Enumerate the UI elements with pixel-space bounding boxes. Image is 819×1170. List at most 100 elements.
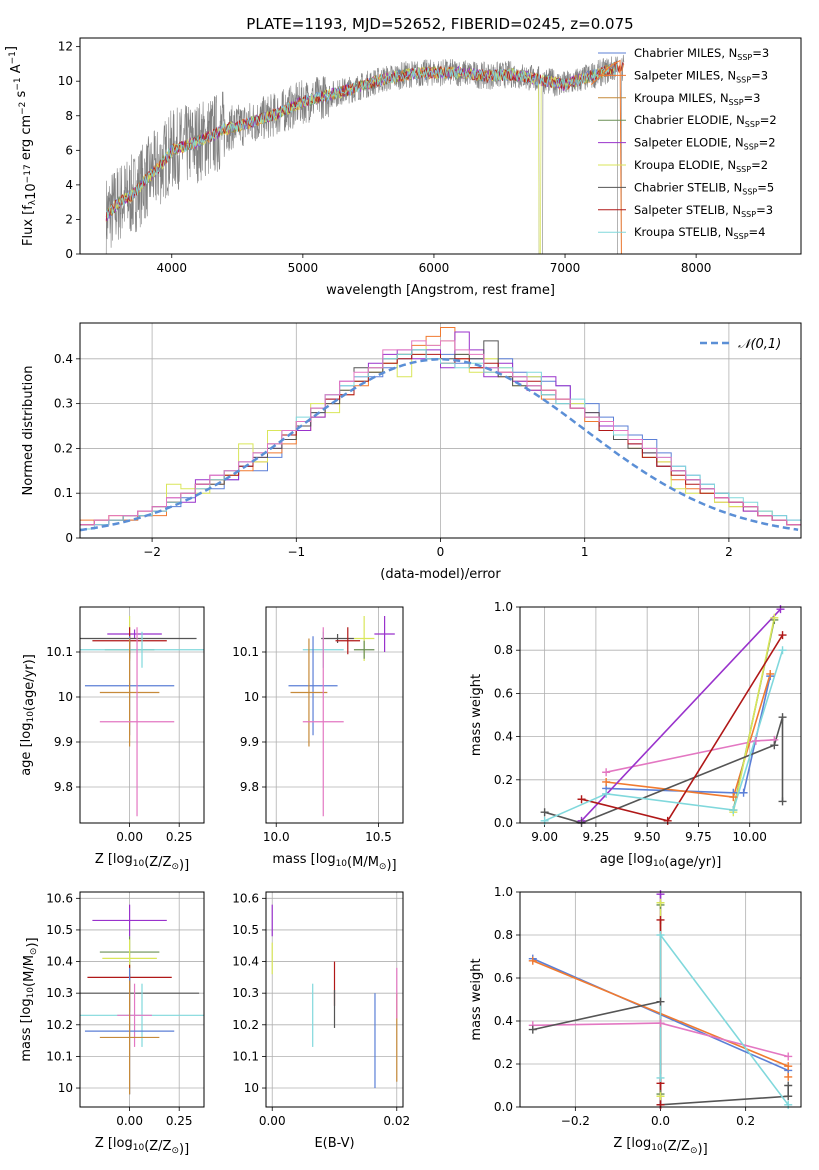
y-tick-label: 9.9 [54,735,73,749]
y-tick-label: 10.2 [46,1018,73,1032]
legend-label-sub: SSP [737,53,752,62]
x-axis-label: (data-model)/error [380,567,501,582]
y-tick-label: 10 [58,74,73,88]
label-part: )] [698,1142,708,1157]
y-tick-label: 8 [65,109,73,123]
weight-marker [656,1073,665,1082]
weight-line-8 [659,932,789,1106]
model-line-8 [105,62,618,219]
weight-marker [656,1100,665,1109]
y-tick-label: 0.0 [494,1100,513,1114]
weight-line-7 [581,634,784,822]
axes-frame [79,322,802,539]
label-part: (Z/Z [144,855,171,870]
label-part: 10 [26,711,36,723]
y-tick-label: 2 [65,212,73,226]
errorbar-point [288,636,338,736]
panel-Z-weight: −0.2 0.0 0.2 0.0 0.2 0.4 0.6 0.8 1.0 Z [log10(Z/Z… [469,885,802,1157]
weight-lines [544,608,784,823]
label-part: mass [log [272,852,335,867]
errorbar-point [335,627,361,655]
weight-line-4 [580,608,782,822]
spectrum-lines [105,54,625,254]
errorbars [271,904,398,1089]
label-part: (M/M [22,955,37,987]
weight-marker [729,793,738,802]
y-axis-label: mass weight [469,674,484,756]
axes-frame [519,891,802,1108]
y-axis-label: age [log10(age/yr)] [19,654,37,776]
axes-frame [265,891,404,1108]
weight-marker [751,736,760,745]
histograms [80,327,801,538]
weight-marker [656,931,665,939]
weight-marker [778,646,787,655]
errorbar-point [99,638,160,747]
label-part: )] [179,1142,189,1157]
errorbar-point [92,904,167,937]
y-axis-label: mass weight [469,958,484,1040]
legend-label-suffix: =2 [751,158,768,172]
errorbar-point [374,616,395,652]
x-tick-label: 2 [725,545,733,559]
errorbar-point [353,640,375,659]
y-tick-label: 0.4 [494,730,513,744]
y-tick-label: 10.5 [232,923,259,937]
label-part: 10 [133,1143,145,1153]
panel-Z-mass: 0.00 0.25 10 10.1 10.2 10.3 10.4 10.5 10.6 Z [log… [19,891,205,1157]
x-tick-label: −0.2 [561,1114,590,1128]
legend-label: Chabrier STELIB, NSSP=5 [634,180,774,196]
weight-marker [656,1092,665,1101]
legend-label: Salpeter ELODIE, NSSP=2 [634,136,776,152]
legend-label-suffix: =3 [756,203,773,217]
axes-frame [79,891,205,1108]
label-part: (age/yr)] [22,654,37,711]
x-tick-label: 0 [437,545,445,559]
legend: 𝒩(0,1) [700,337,781,352]
y-tick-label: 10.6 [46,891,73,905]
weight-line-1 [606,673,771,798]
legend-label-main: Salpeter ELODIE, N [634,136,744,150]
y-tick-label: 9.8 [54,780,73,794]
label-part: −17 [23,164,33,183]
legend-label: Kroupa MILES, NSSP=3 [634,91,760,107]
legend-label-main: Chabrier STELIB, N [634,180,742,194]
errorbar-point [321,634,354,643]
weight-marker [778,713,787,722]
x-tick-label: 0.2 [736,1114,755,1128]
y-tick-label: 9.9 [240,735,259,749]
axes-frame [519,606,802,824]
weight-marker [577,795,586,804]
x-tick-label: 9.00 [531,830,558,844]
label-part: (age/yr)] [664,855,721,870]
x-tick-label: 0.25 [166,1114,193,1128]
weight-marker [778,797,787,806]
legend-label-sub: SSP [734,232,749,241]
label-part: Z [log [613,1136,651,1151]
legend-label-sub: SSP [736,165,751,174]
y-tick-label: 0.2 [494,1057,513,1071]
legend-label-main: Chabrier ELODIE, N [634,113,745,127]
x-tick-label: 0.00 [259,1114,286,1128]
label-part: ] [4,46,19,51]
weight-marker [656,997,665,1006]
label-part: 10 [651,1143,663,1153]
y-tick-label: 10 [58,690,73,704]
label-part: (Z/Z [144,1139,171,1154]
legend-label-suffix: =3 [744,91,761,105]
x-tick-label: 0.25 [166,830,193,844]
x-tick-label: 6000 [419,261,450,275]
x-axis-label: mass [log10(M/M⊙)] [272,852,396,873]
x-tick-label: 8000 [681,261,712,275]
histogram-6 [80,349,801,538]
weight-marker [770,613,779,622]
panel-residuals: −2 −1 0 1 2 0 0.1 0.2 0.3 0.4 (data-model)/error No… [21,322,802,582]
label-part: 10 [133,859,145,869]
y-tick-label: 0.3 [54,397,73,411]
y-axis-label: Normed distribution [21,366,36,496]
weight-marker [540,816,549,825]
